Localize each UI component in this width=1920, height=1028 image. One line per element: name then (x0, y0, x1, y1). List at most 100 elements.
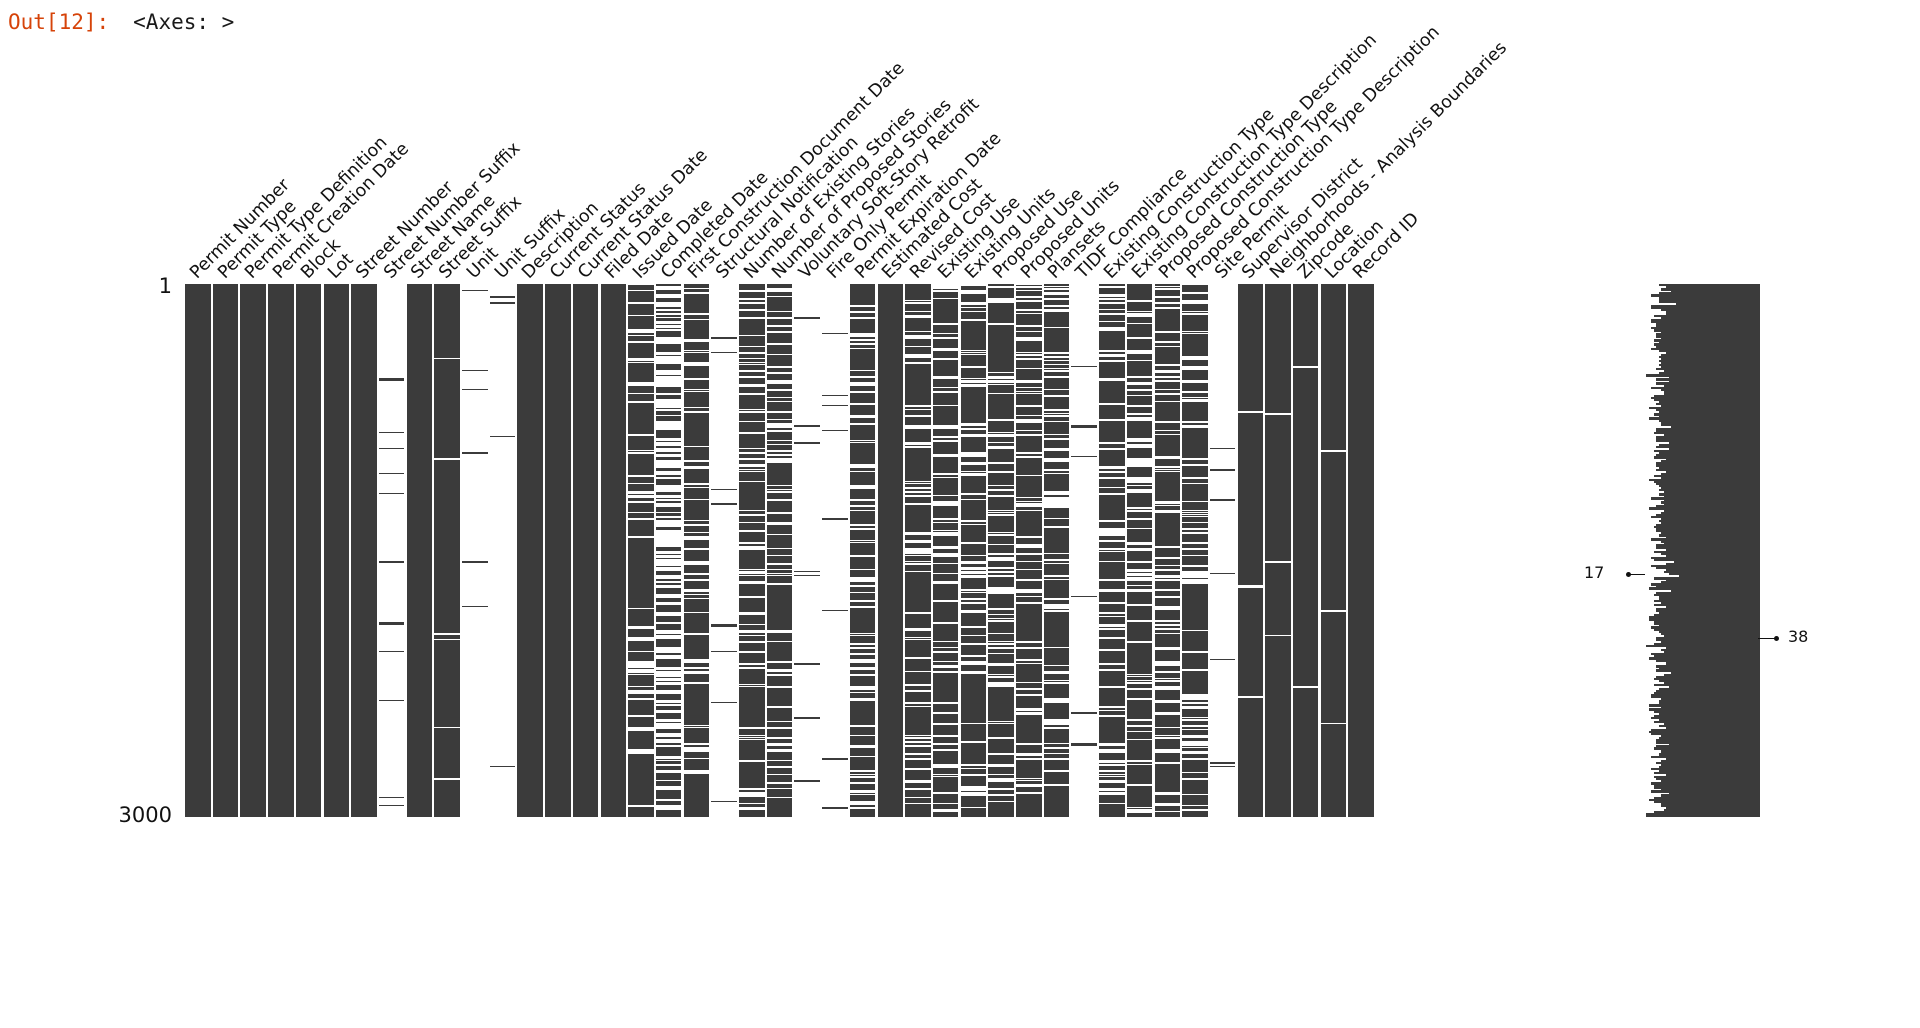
sparkline-row (1658, 519, 1760, 523)
sparkline-row (1656, 665, 1760, 668)
sparkline-row (1651, 564, 1760, 568)
matrix-column (378, 284, 405, 817)
sparkline-row (1656, 325, 1760, 328)
sparkline-row (1661, 751, 1760, 754)
sparkline-row (1656, 636, 1760, 640)
sparkline-row (1658, 737, 1760, 740)
y-tick-top: 1 (158, 274, 172, 298)
sparkline-row (1661, 648, 1760, 652)
sparkline-row (1661, 640, 1760, 644)
sparkline-max-label: 38 (1788, 627, 1809, 647)
sparkline-row (1658, 595, 1760, 599)
sparkline-row (1653, 329, 1760, 332)
sparkline-row (1653, 691, 1760, 695)
matrix-column (683, 284, 710, 817)
matrix-column (1182, 284, 1208, 817)
sparkline-row (1653, 614, 1760, 617)
sparkline-row (1653, 776, 1760, 779)
sparkline-row (1656, 409, 1760, 412)
matrix-column (1099, 284, 1125, 817)
sparkline-row (1653, 480, 1760, 484)
matrix-column (434, 284, 460, 817)
sparkline-row (1666, 562, 1760, 566)
matrix-column (1293, 284, 1319, 817)
sparkline-row (1648, 587, 1760, 590)
sparkline-row (1663, 503, 1760, 506)
sparkline-row (1666, 536, 1760, 539)
y-tick-bottom: 3000 (118, 803, 172, 827)
sparkline-row (1656, 607, 1760, 611)
sparkline-row (1661, 735, 1760, 738)
sparkline-row (1666, 806, 1760, 810)
sparkline-row (1653, 714, 1760, 717)
sparkline-row (1661, 511, 1760, 514)
sparkline-row (1656, 429, 1760, 432)
sparkline-row (1656, 546, 1760, 549)
sparkline-row (1648, 657, 1760, 660)
sparkline-row (1658, 400, 1760, 404)
sparkline-row (1668, 573, 1760, 576)
sparkline-row (1668, 376, 1760, 379)
matrix-column (877, 284, 904, 817)
sparkline-row (1653, 314, 1760, 318)
sparkline-row (1666, 605, 1760, 609)
sparkline-row (1661, 706, 1760, 709)
sparkline-row (1658, 466, 1760, 469)
matrix-column (628, 284, 654, 817)
sparkline-row (1658, 452, 1760, 455)
sparkline-row (1671, 671, 1760, 674)
sparkline-row (1648, 478, 1760, 482)
sparkline-row (1661, 421, 1760, 424)
sparkline-row (1646, 374, 1760, 377)
sparkline-row (1661, 749, 1760, 752)
sparkline-row (1661, 501, 1760, 504)
matrix-column (766, 284, 793, 817)
sparkline-row (1656, 659, 1760, 662)
sparkline-row (1661, 423, 1760, 426)
matrix-column (739, 284, 765, 817)
sparkline-row (1663, 390, 1760, 394)
sparkline-row (1661, 517, 1760, 521)
matrix-column (351, 284, 377, 817)
sparkline-row (1658, 419, 1760, 422)
matrix-column (323, 284, 350, 817)
matrix-column (1071, 284, 1097, 817)
sparkline-row (1658, 415, 1760, 418)
sparkline-row (1663, 392, 1760, 396)
sparkline-row (1653, 599, 1760, 603)
matrix-column (545, 284, 571, 817)
sparkline-row (1653, 550, 1760, 553)
sparkline-row (1656, 591, 1760, 594)
sparkline-row (1656, 435, 1760, 439)
sparkline-row (1658, 679, 1760, 683)
sparkline-row (1658, 718, 1760, 722)
sparkline-row (1651, 782, 1760, 785)
sparkline-row (1661, 780, 1760, 783)
matrix-column (1016, 284, 1042, 817)
sparkline-row (1661, 763, 1760, 767)
sparkline-row (1653, 620, 1760, 623)
matrix-column (1043, 284, 1070, 817)
sparkline-row (1661, 404, 1760, 408)
sparkline-row (1651, 696, 1760, 699)
sparkline-row (1663, 509, 1760, 512)
sparkline-row (1658, 612, 1760, 615)
sparkline-row (1658, 534, 1760, 537)
sparkline-row (1661, 521, 1760, 525)
sparkline-row (1648, 616, 1760, 619)
matrix-column (295, 284, 322, 817)
sparkline-row (1658, 341, 1760, 344)
jupyter-output-row: Out[12]: <Axes: > (0, 0, 234, 44)
output-prompt-label: Out[12]: (8, 10, 110, 34)
matrix-column (849, 284, 876, 817)
sparkline-row (1653, 558, 1760, 562)
sparkline-row (1653, 747, 1760, 750)
sparkline-row (1671, 425, 1760, 428)
sparkline-row (1658, 630, 1760, 633)
sparkline-row (1656, 462, 1760, 465)
sparkline-row (1653, 786, 1760, 789)
sparkline-row (1656, 427, 1760, 430)
sparkline-row (1656, 335, 1760, 338)
sparkline-row (1658, 300, 1760, 303)
